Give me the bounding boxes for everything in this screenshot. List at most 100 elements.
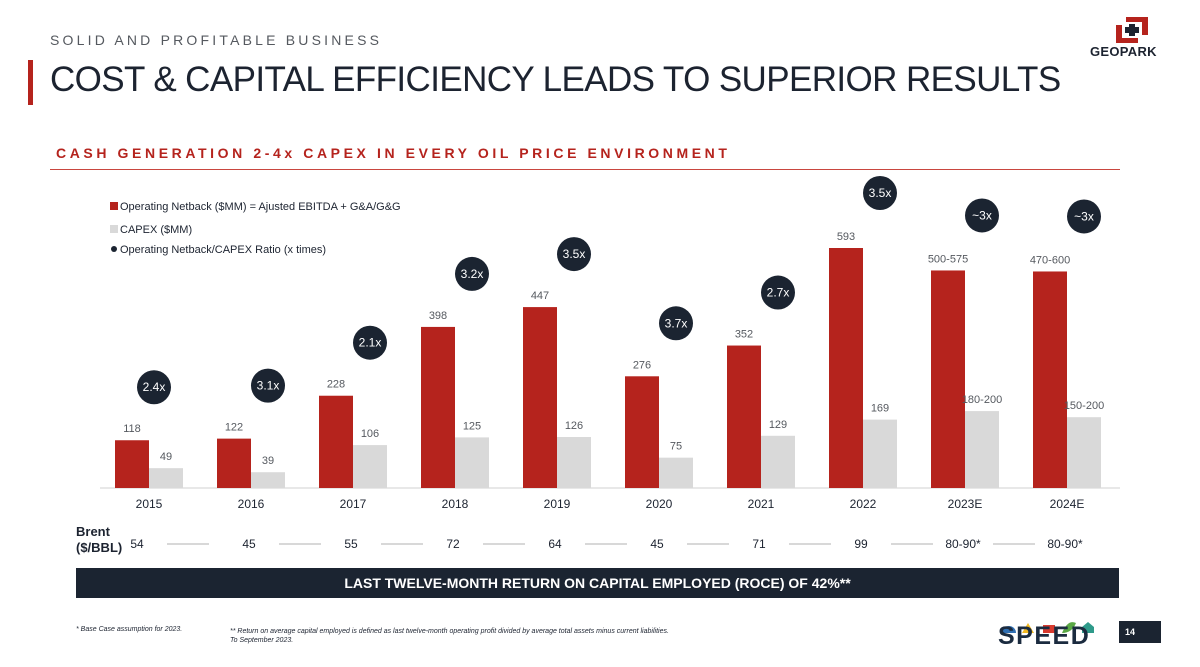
chart-subtitle: CASH GENERATION 2-4x CAPEX IN EVERY OIL … xyxy=(56,145,731,161)
bar-capex-2017 xyxy=(353,445,387,488)
geopark-logo-icon xyxy=(1116,17,1148,43)
label-netback-2024E: 470-600 xyxy=(1030,254,1070,266)
label-capex-2021: 129 xyxy=(769,419,787,431)
legend-capex-label: CAPEX ($MM) xyxy=(120,224,192,236)
page-title: COST & CAPITAL EFFICIENCY LEADS TO SUPER… xyxy=(50,60,1061,99)
brent-value-2024E: 80-90* xyxy=(1047,537,1083,551)
x-tick-2016: 2016 xyxy=(238,497,265,511)
ratio-label-2024E: ~3x xyxy=(1074,209,1094,223)
speed-icons xyxy=(1002,622,1094,633)
x-tick-2023E: 2023E xyxy=(948,497,983,511)
title-accent-bar xyxy=(28,60,33,105)
roce-banner: LAST TWELVE-MONTH RETURN ON CAPITAL EMPL… xyxy=(76,568,1119,598)
brent-value-2017: 55 xyxy=(344,537,358,551)
ratio-bubble-2020 xyxy=(659,306,693,341)
label-capex-2018: 125 xyxy=(463,420,481,432)
label-netback-2022: 593 xyxy=(837,231,855,243)
ratio-bubble-2018 xyxy=(455,256,489,291)
ratio-label-2020: 3.7x xyxy=(665,316,688,330)
label-capex-2015: 49 xyxy=(160,451,172,463)
ratio-bubble-2016 xyxy=(251,368,285,403)
label-capex-2022: 169 xyxy=(871,403,889,415)
bar-capex-2015 xyxy=(149,468,183,488)
bar-capex-2019 xyxy=(557,437,591,488)
section-kicker: SOLID AND PROFITABLE BUSINESS xyxy=(50,32,383,48)
ratio-label-2019: 3.5x xyxy=(563,247,586,261)
bar-netback-2024E xyxy=(1033,271,1067,488)
bar-netback-2018 xyxy=(421,326,455,488)
label-capex-2019: 126 xyxy=(565,420,583,432)
footnote-roce-line1: ** Return on average capital employed is… xyxy=(230,628,669,635)
brent-value-2019: 64 xyxy=(548,537,562,551)
brent-value-2016: 45 xyxy=(242,537,256,551)
ratio-label-2023E: ~3x xyxy=(972,208,992,222)
brent-label-line1: Brent xyxy=(76,524,110,539)
label-netback-2020: 276 xyxy=(633,359,651,371)
label-capex-2020: 75 xyxy=(670,441,682,453)
label-capex-2023E: 180-200 xyxy=(962,394,1002,406)
bar-capex-2022 xyxy=(863,419,897,488)
label-capex-2016: 39 xyxy=(262,455,274,467)
bar-capex-2020 xyxy=(659,457,693,488)
legend-netback-swatch xyxy=(110,202,118,210)
brent-label-line2: ($/BBL) xyxy=(76,540,123,555)
x-tick-2017: 2017 xyxy=(340,497,367,511)
bar-capex-2018 xyxy=(455,437,489,488)
ratio-bubble-2024E xyxy=(1067,199,1101,234)
bar-netback-2017 xyxy=(319,395,353,488)
bar-capex-2021 xyxy=(761,435,795,488)
bar-capex-2023E xyxy=(965,411,999,488)
bar-netback-2020 xyxy=(625,376,659,488)
brent-value-2023E: 80-90* xyxy=(945,537,981,551)
x-tick-2018: 2018 xyxy=(442,497,469,511)
legend-ratio-label: Operating Netback/CAPEX Ratio (x times) xyxy=(120,244,326,256)
bar-netback-2015 xyxy=(115,440,149,488)
bar-netback-2021 xyxy=(727,345,761,488)
bar-netback-2023E xyxy=(931,270,965,488)
ratio-bubble-2017 xyxy=(353,325,387,360)
footnote-roce-line2: To September 2023. xyxy=(230,637,294,644)
bar-netback-2019 xyxy=(523,307,557,488)
logo-wordmark: GEOPARK xyxy=(1090,44,1157,59)
bar-capex-2024E xyxy=(1067,417,1101,488)
label-capex-2017: 106 xyxy=(361,428,379,440)
label-netback-2017: 228 xyxy=(327,379,345,391)
label-capex-2024E: 150-200 xyxy=(1064,400,1104,412)
bar-capex-2016 xyxy=(251,472,285,488)
ratio-bubble-2022 xyxy=(863,176,897,210)
ratio-label-2022: 3.5x xyxy=(869,186,892,200)
ratio-bubble-2015 xyxy=(137,370,171,405)
ratio-bubble-2023E xyxy=(965,198,999,233)
page-number: 14 xyxy=(1119,621,1161,643)
ratio-label-2016: 3.1x xyxy=(257,379,280,393)
label-netback-2019: 447 xyxy=(531,290,549,302)
brent-value-2021: 71 xyxy=(752,537,766,551)
x-tick-2015: 2015 xyxy=(136,497,163,511)
x-tick-2022: 2022 xyxy=(850,497,877,511)
subtitle-divider xyxy=(50,169,1120,170)
x-tick-2024E: 2024E xyxy=(1050,497,1085,511)
ratio-label-2017: 2.1x xyxy=(359,336,382,350)
ratio-bubble-2021 xyxy=(761,275,795,310)
brent-value-2020: 45 xyxy=(650,537,664,551)
footnote-roce-definition: ** Return on average capital employed is… xyxy=(230,627,830,645)
ratio-label-2021: 2.7x xyxy=(767,286,790,300)
speed-wordmark: SPEED xyxy=(998,622,1091,650)
ratio-label-2018: 3.2x xyxy=(461,267,484,281)
label-netback-2016: 122 xyxy=(225,422,243,434)
bar-netback-2016 xyxy=(217,438,251,488)
footnote-base-case: * Base Case assumption for 2023. xyxy=(76,626,183,633)
x-tick-2020: 2020 xyxy=(646,497,673,511)
label-netback-2023E: 500-575 xyxy=(928,253,968,265)
x-tick-2019: 2019 xyxy=(544,497,571,511)
brent-value-2018: 72 xyxy=(446,537,460,551)
bar-netback-2022 xyxy=(829,248,863,488)
legend-netback-label: Operating Netback ($MM) = Ajusted EBITDA… xyxy=(120,201,401,213)
x-tick-2021: 2021 xyxy=(748,497,775,511)
ratio-bubble-2019 xyxy=(557,237,591,272)
brent-value-2022: 99 xyxy=(854,537,868,551)
brent-row-label: Brent ($/BBL) xyxy=(76,524,122,556)
ratio-label-2015: 2.4x xyxy=(143,380,166,394)
legend-ratio-marker xyxy=(111,246,117,252)
